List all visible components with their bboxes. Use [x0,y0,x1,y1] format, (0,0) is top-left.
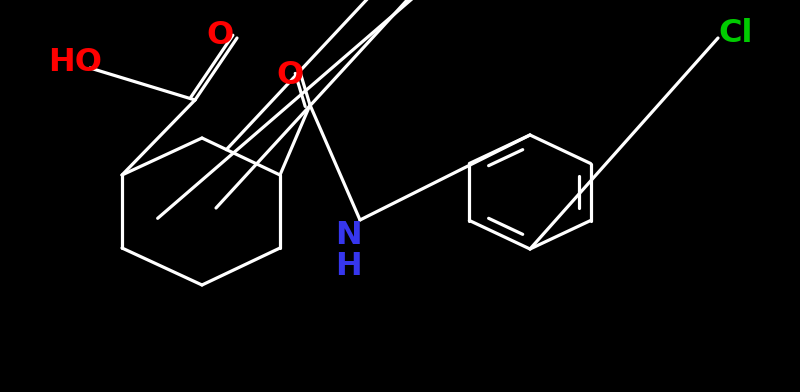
Text: HO: HO [48,47,102,78]
Text: O: O [206,20,234,51]
Text: O: O [276,60,304,91]
Text: Cl: Cl [718,18,753,49]
Text: N
H: N H [334,220,362,282]
